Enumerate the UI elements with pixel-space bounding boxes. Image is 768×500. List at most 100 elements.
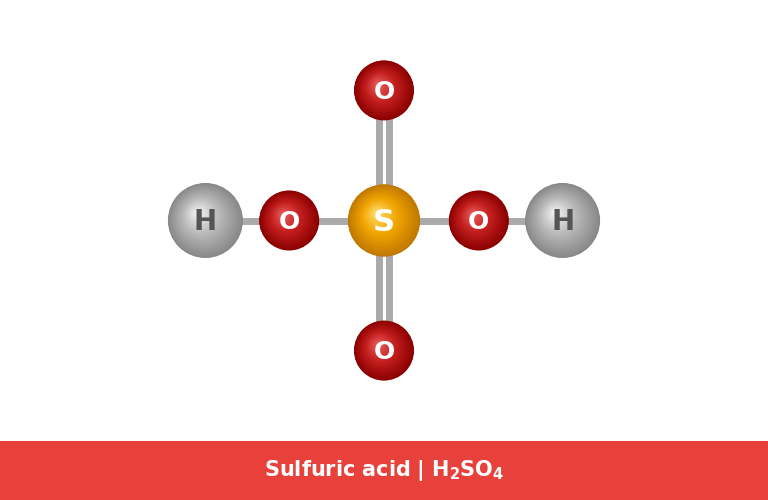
Circle shape (275, 206, 295, 227)
Circle shape (375, 342, 382, 348)
Circle shape (168, 184, 243, 258)
Circle shape (360, 327, 404, 370)
Circle shape (366, 202, 392, 229)
Circle shape (353, 190, 412, 248)
Circle shape (375, 341, 382, 348)
Circle shape (362, 328, 402, 368)
Circle shape (348, 184, 420, 256)
Circle shape (525, 183, 600, 258)
Circle shape (356, 62, 412, 118)
Circle shape (373, 80, 384, 90)
Circle shape (361, 198, 399, 235)
Circle shape (279, 210, 289, 220)
Circle shape (372, 209, 382, 218)
Circle shape (369, 336, 391, 357)
Circle shape (365, 331, 398, 364)
Circle shape (362, 199, 397, 234)
Circle shape (452, 194, 503, 245)
Circle shape (270, 202, 303, 234)
Circle shape (550, 208, 561, 219)
Circle shape (361, 328, 402, 369)
Circle shape (353, 190, 412, 248)
Circle shape (366, 202, 392, 228)
Circle shape (368, 74, 392, 98)
Circle shape (366, 72, 396, 102)
Circle shape (455, 197, 498, 240)
Circle shape (359, 196, 402, 238)
Circle shape (541, 199, 575, 233)
Circle shape (367, 334, 394, 360)
Circle shape (365, 202, 394, 230)
Circle shape (366, 333, 394, 361)
Circle shape (374, 341, 382, 349)
Circle shape (273, 204, 297, 229)
Circle shape (356, 63, 410, 116)
Circle shape (368, 334, 392, 359)
Circle shape (353, 189, 413, 250)
Text: O: O (373, 80, 395, 104)
Circle shape (365, 72, 396, 103)
Circle shape (544, 202, 571, 229)
Circle shape (356, 322, 411, 378)
Circle shape (275, 206, 294, 226)
Circle shape (531, 189, 591, 249)
Circle shape (454, 195, 502, 243)
Circle shape (263, 195, 313, 244)
Circle shape (270, 202, 301, 232)
Circle shape (362, 68, 401, 108)
Circle shape (358, 194, 404, 240)
Circle shape (538, 196, 580, 238)
Circle shape (542, 200, 574, 232)
Circle shape (184, 198, 219, 234)
Circle shape (363, 200, 396, 232)
Circle shape (452, 194, 505, 246)
Circle shape (275, 206, 294, 226)
Circle shape (370, 336, 389, 356)
Circle shape (352, 188, 413, 250)
Circle shape (470, 212, 476, 218)
Circle shape (271, 203, 300, 232)
Circle shape (188, 204, 211, 226)
Circle shape (375, 81, 382, 88)
Circle shape (545, 204, 568, 226)
Circle shape (185, 200, 216, 231)
Circle shape (169, 184, 242, 257)
Circle shape (367, 74, 393, 100)
Circle shape (529, 188, 593, 251)
Circle shape (280, 212, 286, 218)
Circle shape (548, 206, 564, 222)
Circle shape (551, 208, 560, 218)
Circle shape (368, 204, 389, 226)
Circle shape (268, 200, 306, 237)
Circle shape (374, 210, 379, 216)
Circle shape (375, 212, 378, 214)
Circle shape (174, 189, 233, 248)
Circle shape (372, 338, 386, 353)
Circle shape (360, 196, 402, 238)
Text: $\bf{Sulfuric\ acid\ |\ H_2SO_4}$: $\bf{Sulfuric\ acid\ |\ H_2SO_4}$ (264, 458, 504, 483)
Circle shape (541, 198, 576, 234)
Circle shape (376, 342, 379, 346)
Circle shape (356, 322, 412, 378)
Circle shape (363, 200, 396, 233)
Circle shape (535, 192, 585, 243)
Circle shape (354, 190, 411, 248)
Circle shape (372, 78, 386, 92)
Circle shape (368, 204, 389, 225)
Circle shape (371, 338, 388, 354)
Circle shape (462, 204, 488, 230)
Circle shape (180, 196, 223, 238)
Circle shape (186, 202, 214, 230)
Circle shape (531, 190, 590, 248)
Circle shape (468, 209, 479, 221)
Circle shape (180, 195, 224, 239)
Circle shape (190, 206, 207, 222)
Circle shape (469, 211, 477, 218)
Circle shape (169, 184, 241, 256)
Circle shape (359, 66, 406, 112)
Circle shape (271, 202, 301, 232)
Circle shape (349, 185, 419, 256)
Circle shape (355, 62, 412, 119)
Circle shape (465, 206, 484, 226)
Circle shape (372, 78, 386, 92)
